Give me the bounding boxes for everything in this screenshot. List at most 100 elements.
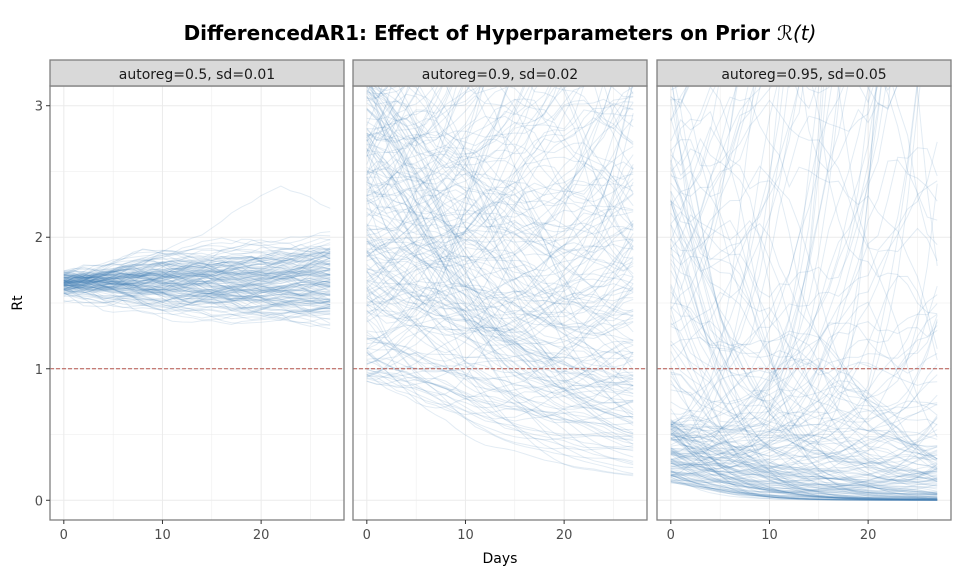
sample-line [366,86,508,197]
sample-line [63,286,331,300]
sample-line [366,109,634,221]
facet-label: autoreg=0.9, sd=0.02 [422,67,578,83]
sample-line [670,473,938,501]
sample-line [670,423,938,501]
sample-line [670,423,938,500]
sample-line [366,86,509,350]
facet-strip [49,59,345,87]
sample-line [366,86,634,254]
sample-line [670,319,938,455]
sample-line [670,436,938,468]
sample-line [670,472,938,499]
sample-line [670,429,938,501]
sample-line [670,454,938,501]
sample-line [366,86,558,257]
sample-line [670,275,938,432]
sample-line [670,307,938,447]
sample-line [366,313,634,390]
sample-line [670,86,887,477]
sample-line [366,102,634,186]
sample-line [670,427,938,501]
sample-line [63,269,331,291]
sample-line [366,331,634,438]
sample-line [670,285,938,423]
sample-line [670,86,817,122]
sample-line [670,86,780,446]
sample-line [63,280,331,324]
x-tick-label: 10 [154,528,171,543]
sample-line [63,288,331,306]
sample-line [670,259,938,420]
sample-line [63,255,331,295]
sample-line [366,367,634,422]
sample-line [366,86,633,329]
sample-line [366,341,634,394]
x-tick-label: 10 [457,528,474,543]
x-tick-label: 20 [860,528,877,543]
sample-line [366,86,582,235]
sample-line [670,418,938,500]
sample-line [670,462,938,494]
sample-line [63,266,331,284]
sample-line [670,321,938,408]
sample-line [63,286,331,313]
sample-line [366,86,634,189]
sample-line [670,408,938,495]
sample-line [670,86,755,251]
y-tick-label: 0 [35,494,43,509]
sample-line [366,86,463,243]
facet-label: autoreg=0.95, sd=0.05 [721,67,886,83]
x-tick-label: 10 [761,528,778,543]
sample-line [63,249,331,287]
sample-line [63,255,331,294]
sample-line [63,284,331,295]
sample-line [366,349,634,424]
sample-line [670,481,938,500]
sample-line [63,286,331,297]
sample-line [63,265,331,287]
sample-line [366,156,634,284]
sample-line [670,86,820,434]
sample-line [63,256,331,287]
sample-line [366,86,634,251]
sample-line [670,219,938,452]
sample-line [366,279,634,362]
sample-line [366,102,634,288]
sample-line [670,379,938,493]
sample-line [670,294,938,470]
sample-line [366,309,634,410]
sample-line [366,340,634,409]
sample-line [366,344,634,420]
facet-label: autoreg=0.5, sd=0.01 [119,67,275,83]
sample-line [366,86,449,142]
sample-line [63,257,331,290]
sample-line [373,86,634,314]
sample-line [366,231,634,320]
sample-line [366,368,634,458]
sample-line [670,118,938,479]
sample-line [670,86,840,439]
sample-lines [63,185,331,330]
sample-line [671,86,833,346]
sample-line [670,432,938,487]
sample-line [670,383,938,496]
sample-line [670,239,938,468]
sample-line [366,206,634,279]
sample-line [63,280,331,311]
sample-line [63,268,331,297]
sample-line [670,451,938,487]
sample-line [63,251,331,281]
sample-line [366,319,634,466]
sample-line [670,478,938,501]
sample-line [670,147,938,475]
sample-line [63,271,331,290]
sample-line [670,86,938,438]
sample-line [670,437,938,494]
sample-line [670,86,918,482]
sample-line [63,285,331,312]
sample-line [670,417,938,467]
sample-line [670,183,938,476]
sample-line [63,238,331,280]
sample-line [670,344,938,494]
sample-line [366,98,634,231]
